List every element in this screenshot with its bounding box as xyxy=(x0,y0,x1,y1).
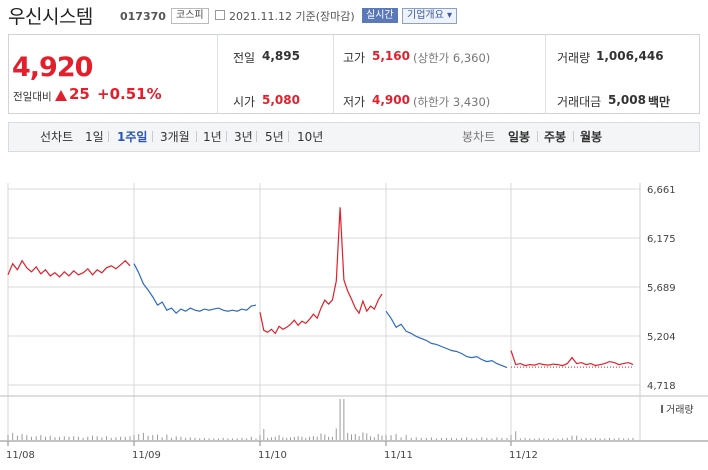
divider xyxy=(545,35,546,113)
market-badge: 코스피 xyxy=(171,8,209,24)
low-label: 저가 xyxy=(343,95,366,109)
divider xyxy=(108,131,109,142)
up-triangle-icon xyxy=(55,90,67,101)
tab-monthly-candle[interactable]: 월봉 xyxy=(580,130,603,144)
x-tick-label: 11/12 xyxy=(509,450,538,461)
high-value: 5,160 xyxy=(372,49,410,63)
upper-limit: (상한가 6,360) xyxy=(413,51,491,65)
current-price: 4,920 xyxy=(12,52,93,83)
stock-code: 017370 xyxy=(120,10,166,23)
price-line-11-08 xyxy=(7,259,131,278)
divider xyxy=(573,131,574,142)
quote-date: 2021.11.12 기준(장마감) xyxy=(229,10,355,23)
y-tick-label: 4,718 xyxy=(647,381,676,392)
amount-value: 5,008 xyxy=(608,93,646,107)
stock-header: 우신시스템 017370 코스피 2021.11.12 기준(장마감) 실시간 … xyxy=(0,0,708,33)
tab-daily-candle[interactable]: 일봉 xyxy=(508,130,531,144)
high-label: 고가 xyxy=(343,51,366,65)
price-line-11-11 xyxy=(385,310,508,369)
divider xyxy=(333,35,334,113)
volume-legend-swatch xyxy=(661,405,663,413)
prev-label: 전일 xyxy=(233,51,256,65)
tab-1w[interactable]: 1주일 xyxy=(117,130,148,144)
x-tick-label: 11/09 xyxy=(132,450,161,461)
x-tick-label: 11/10 xyxy=(258,450,287,461)
line-chart-label: 선차트 xyxy=(40,130,74,144)
open-value: 5,080 xyxy=(262,93,300,107)
tab-5y[interactable]: 5년 xyxy=(265,130,284,144)
candle-chart-label: 봉차트 xyxy=(462,130,496,144)
price-line-11-09 xyxy=(133,263,257,315)
low-value: 4,900 xyxy=(372,93,410,107)
tab-1d[interactable]: 1일 xyxy=(85,130,104,144)
open-label: 시가 xyxy=(233,95,256,109)
divider xyxy=(152,131,153,142)
volume-label: 거래량 xyxy=(557,51,591,65)
price-line-11-10 xyxy=(259,207,383,335)
divider xyxy=(217,35,218,113)
prev-value: 4,895 xyxy=(262,49,300,63)
price-line-11-12 xyxy=(510,350,634,367)
volume-value: 1,006,446 xyxy=(596,49,664,63)
y-tick-label: 5,689 xyxy=(647,283,676,294)
tab-3y[interactable]: 3년 xyxy=(234,130,253,144)
y-tick-label: 6,661 xyxy=(647,185,676,196)
change-percent: +0.51% xyxy=(97,85,162,103)
divider xyxy=(288,131,289,142)
change-label: 전일대비 xyxy=(13,91,52,103)
tab-1y[interactable]: 1년 xyxy=(203,130,222,144)
stock-name: 우신시스템 xyxy=(8,6,93,28)
company-overview-dropdown[interactable]: 기업개요 ▾ xyxy=(402,8,457,24)
calendar-icon xyxy=(215,10,225,20)
quote-panel xyxy=(8,34,700,114)
tab-weekly-candle[interactable]: 주봉 xyxy=(544,130,567,144)
change-value: 25 xyxy=(69,85,90,103)
tab-10y[interactable]: 10년 xyxy=(297,130,324,144)
divider xyxy=(537,131,538,142)
y-tick-label: 6,175 xyxy=(647,234,676,245)
x-tick-label: 11/11 xyxy=(384,450,413,461)
amount-label: 거래대금 xyxy=(557,95,602,109)
amount-unit: 백만 xyxy=(648,95,671,109)
divider xyxy=(256,131,257,142)
x-tick-label: 11/08 xyxy=(6,450,35,461)
y-tick-label: 5,204 xyxy=(647,332,676,343)
divider xyxy=(226,131,227,142)
volume-legend-label: 거래량 xyxy=(666,404,694,416)
realtime-button[interactable]: 실시간 xyxy=(362,8,398,23)
divider xyxy=(196,131,197,142)
lower-limit: (하한가 3,430) xyxy=(413,95,491,109)
tab-3m[interactable]: 3개월 xyxy=(160,130,190,144)
chart-tab-bar xyxy=(8,122,700,152)
